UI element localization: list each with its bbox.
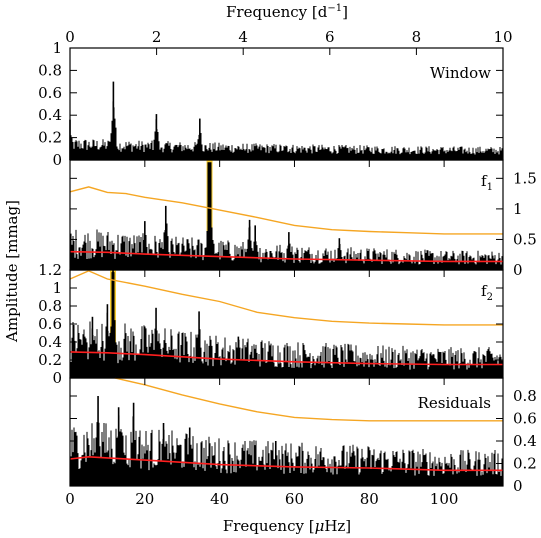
top-x-tick-label: 0 [65,28,75,46]
top-axis-title: Frequency [d−1] [226,3,348,21]
top-x-tick-label: 4 [238,28,248,46]
y-tick-label: 1 [52,279,62,297]
y-tick-label: 0.5 [513,230,537,248]
y-tick-label: 0.4 [513,432,537,450]
top-x-tick-label: 6 [325,28,335,46]
top-x-tick-label: 10 [493,28,512,46]
y-tick-label: 0 [513,261,523,279]
threshold-curve-f2 [69,270,503,326]
y-tick-label: 0.6 [513,410,537,428]
y-tick-label: 0.8 [38,297,62,315]
y-tick-label: 0.2 [513,455,537,473]
y-tick-label: 0.8 [38,61,62,79]
threshold-curve-f1 [69,186,503,235]
threshold-curve-Residuals [114,377,503,422]
bottom-x-tick-label: 40 [210,490,229,508]
bottom-x-tick-label: 60 [285,490,304,508]
panel-frame-Residuals [69,377,504,487]
y-tick-label: 1.2 [38,261,62,279]
bottom-x-tick-label: 20 [135,490,154,508]
y-tick-label: 0.6 [38,315,62,333]
noise-curve-f2 [69,351,503,366]
y-axis-title: Amplitude [mmag] [3,200,21,343]
bottom-x-tick-label: 80 [360,490,379,508]
y-tick-label: 1.5 [513,169,537,187]
noise-curve-f1 [69,250,503,263]
y-tick-label: 0.2 [38,351,62,369]
y-tick-label: 1 [52,39,62,57]
y-tick-label: 0 [52,369,62,387]
spectrum-Residuals [70,406,503,486]
panel-label-f2: f2 [481,282,493,303]
top-x-tick-label: 8 [412,28,422,46]
bottom-x-tick-label: 100 [430,490,459,508]
panel-label-f1: f1 [481,172,493,193]
panel-label-Residuals: Residuals [418,394,491,412]
bottom-x-tick-label: 0 [65,490,75,508]
noise-curve-Residuals [69,455,503,472]
y-tick-label: 0.4 [38,106,62,124]
bottom-axis-title: Frequency [μHz] [223,517,351,535]
y-tick-label: 0.4 [38,333,62,351]
y-tick-label: 0.6 [38,84,62,102]
panel-label-Window: Window [430,64,491,82]
y-tick-label: 0 [513,477,523,495]
top-x-tick-label: 2 [152,28,162,46]
y-tick-label: 1 [513,200,523,218]
spectrum-Window [70,101,503,160]
y-tick-label: 0 [52,151,62,169]
y-tick-label: 0.8 [513,387,537,405]
y-tick-label: 0.2 [38,129,62,147]
